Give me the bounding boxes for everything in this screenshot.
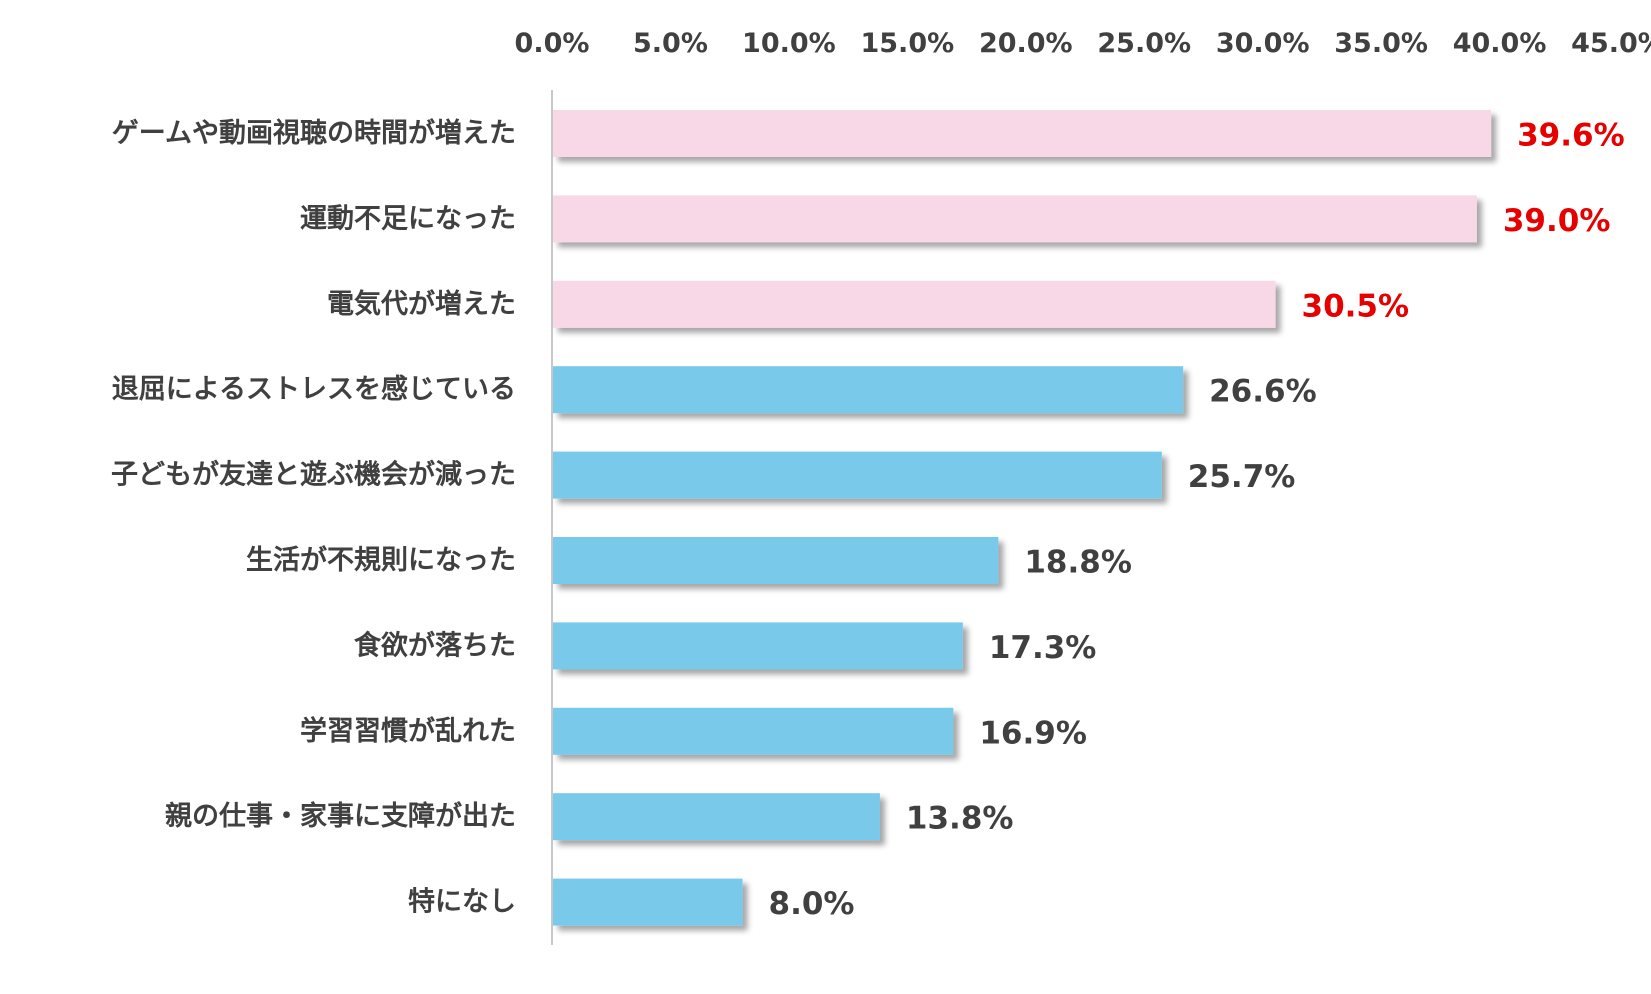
x-tick-label: 15.0% bbox=[860, 28, 954, 59]
bar bbox=[553, 537, 999, 584]
data-label: 18.8% bbox=[1024, 545, 1132, 581]
category-label: 電気代が増えた bbox=[327, 288, 516, 320]
category-label: ゲームや動画視聴の時間が増えた bbox=[112, 117, 516, 149]
data-label: 13.8% bbox=[906, 801, 1014, 837]
x-tick-label: 20.0% bbox=[979, 28, 1073, 59]
category-label: 学習習慣が乱れた bbox=[300, 715, 516, 747]
x-tick-label: 40.0% bbox=[1453, 28, 1547, 59]
x-tick-label: 45.0% bbox=[1571, 28, 1651, 59]
bar bbox=[553, 280, 1276, 328]
data-label: 39.6% bbox=[1517, 118, 1625, 154]
bar bbox=[553, 622, 963, 670]
x-tick-label: 35.0% bbox=[1334, 28, 1428, 59]
category-label: 退屈によるストレスを感じている bbox=[112, 373, 516, 405]
data-label: 8.0% bbox=[769, 886, 855, 922]
category-label: 運動不足になった bbox=[300, 203, 516, 234]
data-label: 26.6% bbox=[1209, 374, 1317, 410]
data-label: 25.7% bbox=[1188, 459, 1296, 495]
bar bbox=[553, 451, 1162, 499]
bars-group: ゲームや動画視聴の時間が増えた 39.6% 運動不足になった 39.0% 電気代が増えた… bbox=[111, 110, 1625, 926]
data-label: 16.9% bbox=[979, 715, 1087, 751]
x-tick-label: 10.0% bbox=[742, 28, 836, 59]
x-tick-label: 0.0% bbox=[515, 28, 590, 59]
x-axis-ticks: 0.0% 5.0% 10.0% 15.0% 20.0% 25.0% 30.0% 35.0% 40… bbox=[515, 28, 1651, 59]
bar bbox=[553, 195, 1477, 243]
bar bbox=[553, 366, 1184, 414]
data-label: 17.3% bbox=[989, 630, 1097, 666]
category-label: 子どもが友達と遊ぶ機会が減った bbox=[111, 459, 516, 491]
x-tick-label: 5.0% bbox=[633, 28, 708, 59]
bar bbox=[553, 878, 743, 926]
bar bbox=[553, 793, 880, 841]
category-label: 特になし bbox=[408, 887, 516, 918]
x-tick-label: 30.0% bbox=[1216, 28, 1310, 59]
bar bbox=[553, 707, 954, 755]
category-label: 生活が不規則になった bbox=[246, 544, 516, 576]
category-label: 親の仕事・家事に支障が出た bbox=[165, 800, 516, 832]
data-label: 39.0% bbox=[1503, 203, 1611, 239]
bar bbox=[553, 110, 1492, 157]
x-tick-label: 25.0% bbox=[1097, 28, 1191, 59]
data-label: 30.5% bbox=[1302, 288, 1410, 324]
category-label: 食欲が落ちた bbox=[354, 629, 516, 661]
